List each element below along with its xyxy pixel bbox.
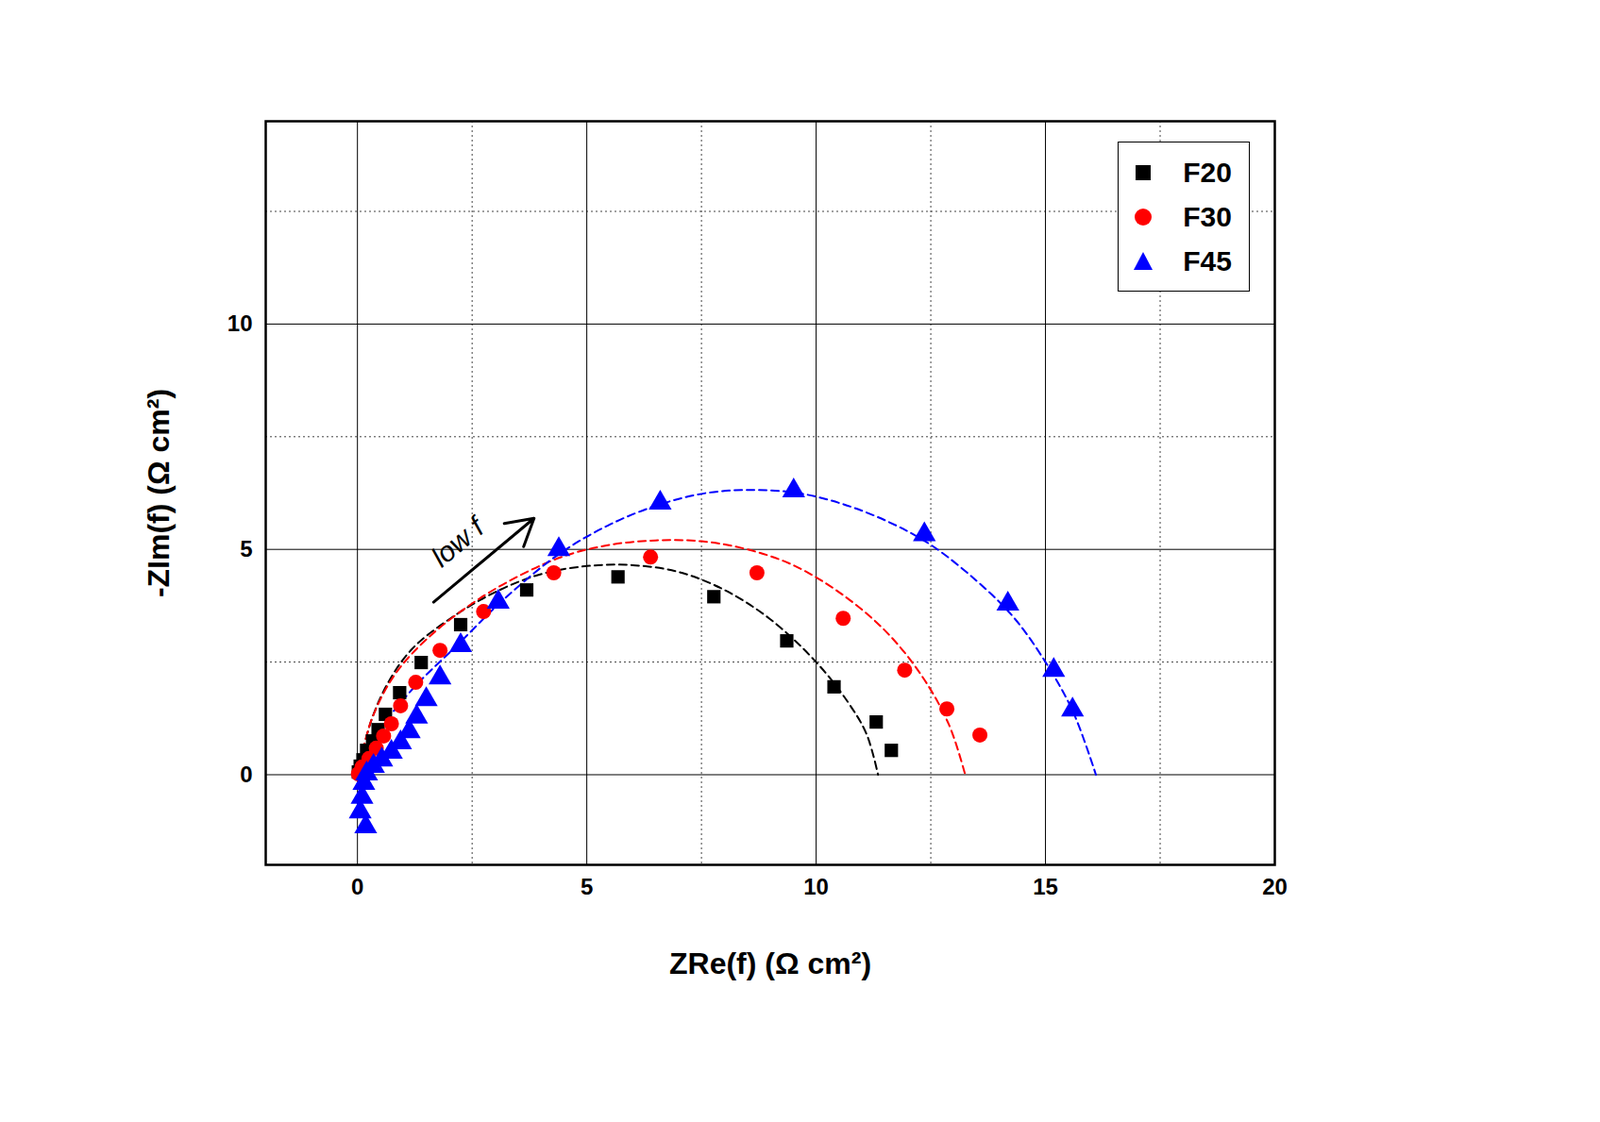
html-text:F20: F20 [1183,156,1232,188]
svg-text:0: 0 [239,761,253,788]
html-text:F45: F45 [1183,244,1232,277]
svg-text:10: 10 [803,874,829,900]
svg-text:0: 0 [351,874,364,900]
svg-text:5: 5 [580,874,593,900]
svg-text:low f: low f [424,509,492,573]
svg-text:-ZIm(f) (Ω cm²): -ZIm(f) (Ω cm²) [141,388,176,598]
svg-text:ZRe(f) (Ω cm²): ZRe(f) (Ω cm²) [669,946,872,981]
html-text:F30: F30 [1183,200,1232,232]
svg-text:20: 20 [1262,874,1288,900]
svg-text:5: 5 [239,536,253,562]
svg-text:10: 10 [227,310,253,337]
svg-text:15: 15 [1032,874,1059,900]
